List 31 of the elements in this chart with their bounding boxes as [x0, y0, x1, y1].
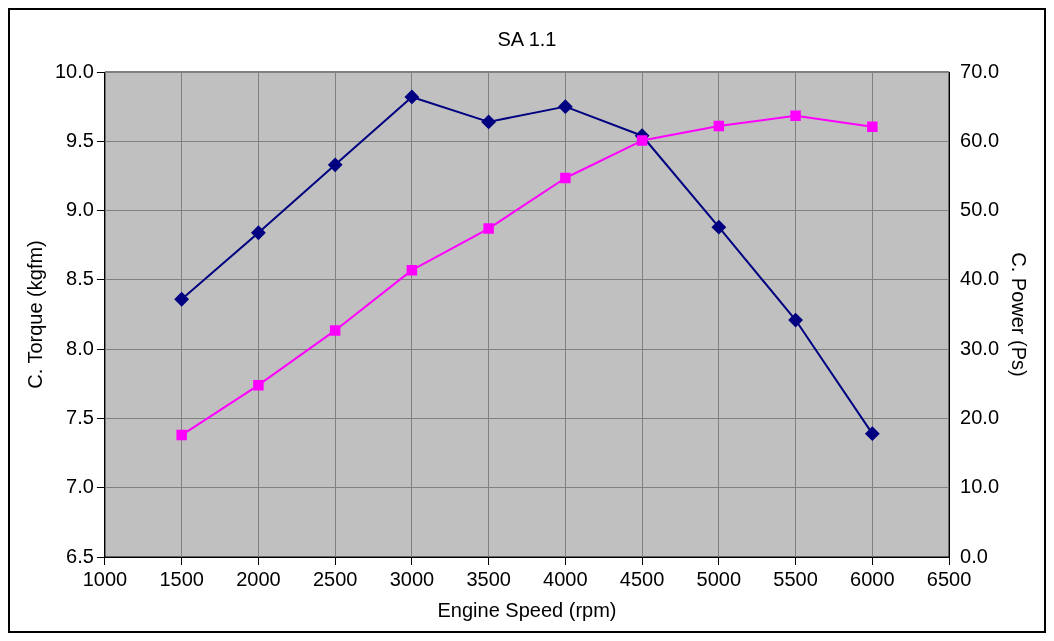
y2-axis-title: C. Power (Ps)	[1008, 252, 1031, 377]
x-tick-label: 2000	[236, 567, 281, 590]
x-tick-label: 3500	[466, 567, 511, 590]
y2-tick-label: 60.0	[960, 128, 1000, 151]
y2-tick-label: 0.0	[960, 544, 988, 567]
y2-tick-label: 30.0	[960, 336, 1000, 359]
y-tick-label: 10.0	[54, 59, 94, 82]
y-tick-label: 9.5	[66, 128, 94, 151]
x-tick-label: 5000	[696, 567, 742, 590]
y-tick-label: 6.5	[66, 544, 94, 567]
y2-tick-label: 40.0	[960, 267, 1000, 290]
y-tick-label: 8.0	[66, 336, 94, 359]
x-tick-label: 1500	[159, 567, 204, 590]
y2-tick-label: 70.0	[960, 59, 1000, 82]
y2-tick-label: 20.0	[960, 405, 1000, 428]
y-tick-label: 7.5	[66, 405, 94, 428]
y2-tick-label: 50.0	[960, 198, 1000, 221]
y-tick-label: 7.0	[66, 475, 94, 498]
x-tick-label: 6000	[850, 567, 895, 590]
y-tick-label: 8.5	[66, 267, 94, 290]
chart-title: SA 1.1	[497, 27, 557, 50]
x-tick-label: 4000	[543, 567, 588, 590]
x-tick-label: 6500	[926, 567, 972, 590]
x-tick-label: 3000	[389, 567, 435, 590]
x-tick-label: 4500	[619, 567, 665, 590]
y-tick-label: 9.0	[66, 198, 94, 221]
y2-tick-label: 10.0	[960, 475, 1000, 498]
x-tick-label: 1000	[82, 567, 128, 590]
x-tick-label: 2500	[312, 567, 358, 590]
y-axis-title: C. Torque (kgfm)	[23, 240, 46, 389]
x-tick-label: 5500	[773, 567, 818, 590]
